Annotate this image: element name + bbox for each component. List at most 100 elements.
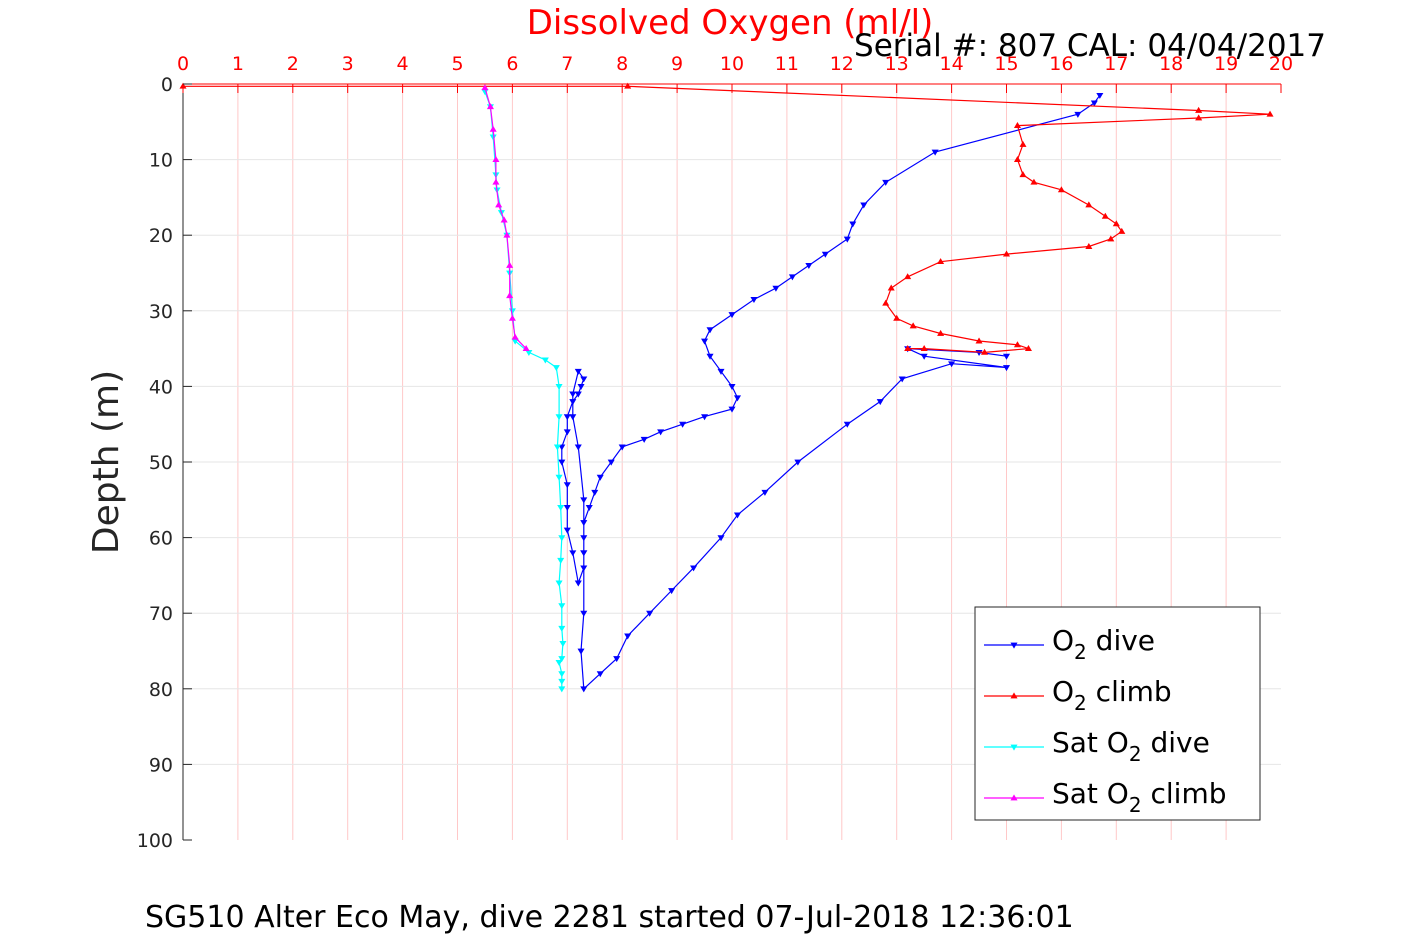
point-o2_climb	[1101, 212, 1109, 219]
y-tick-label: 80	[149, 679, 173, 701]
x-tick-label: 4	[397, 53, 409, 75]
point-o2_dive	[728, 312, 736, 319]
point-o2_climb	[1107, 235, 1115, 242]
chart-title: Dissolved Oxygen (ml/l)	[527, 3, 934, 43]
point-sat_dive	[555, 580, 563, 587]
point-o2_dive	[580, 565, 588, 572]
point-o2_dive	[580, 686, 588, 693]
point-sat_dive	[558, 603, 566, 610]
x-tick-label: 1	[232, 53, 244, 75]
point-o2_dive	[701, 338, 709, 345]
point-sat_climb	[481, 84, 489, 91]
legend-label-sat_climb: Sat O2 climb	[1052, 777, 1227, 817]
point-sat_climb	[492, 178, 500, 185]
point-sat_dive	[558, 686, 566, 693]
point-o2_climb	[1195, 114, 1203, 121]
x-tick-label: 5	[451, 53, 463, 75]
point-sat_dive	[555, 474, 563, 481]
point-sat_dive	[558, 671, 566, 678]
point-o2_climb	[1024, 345, 1032, 352]
point-o2_dive	[805, 263, 813, 270]
point-o2_dive	[640, 436, 648, 443]
point-o2_dive	[596, 671, 604, 678]
point-o2_dive	[577, 383, 585, 390]
point-sat_climb	[489, 125, 497, 132]
point-o2_climb	[882, 299, 890, 306]
x-tick-label: 2	[287, 53, 299, 75]
point-o2_dive	[569, 391, 577, 398]
x-tick-label: 9	[671, 53, 683, 75]
y-tick-label: 0	[161, 74, 173, 96]
point-sat_climb	[500, 216, 508, 223]
point-sat_dive	[557, 557, 565, 564]
legend-box	[974, 606, 1261, 821]
legend-marker-o2_climb	[1010, 692, 1018, 699]
point-o2_climb	[1013, 121, 1022, 128]
point-o2_dive	[898, 376, 906, 383]
point-o2_dive	[679, 421, 687, 428]
point-o2_dive	[574, 444, 582, 451]
point-o2_climb	[937, 329, 945, 336]
point-o2_climb	[1085, 242, 1093, 249]
point-sat_dive	[541, 357, 549, 364]
point-sat_climb	[522, 345, 530, 352]
y-tick-label: 100	[137, 830, 173, 852]
point-sat_dive	[558, 535, 566, 542]
point-o2_dive	[563, 527, 571, 534]
legend-label-o2_dive: O2 dive	[1052, 624, 1155, 664]
x-tick-label: 16	[1049, 53, 1073, 75]
point-o2_climb	[904, 273, 912, 280]
point-sat_climb	[492, 156, 500, 162]
x-tick-label: 18	[1159, 53, 1183, 75]
point-o2_dive	[788, 274, 796, 281]
y-tick-label: 90	[149, 754, 173, 776]
point-sat_climb	[486, 103, 494, 110]
point-o2_dive	[563, 482, 571, 489]
point-o2_climb	[920, 345, 928, 352]
point-o2_dive	[577, 648, 585, 655]
point-o2_dive	[1090, 100, 1098, 107]
point-o2_dive	[948, 361, 956, 368]
y-axis-label: Depth (m)	[86, 370, 127, 554]
y-tick-label: 60	[149, 528, 173, 550]
point-o2_dive	[882, 179, 890, 186]
point-o2_climb	[904, 345, 912, 352]
point-o2_climb	[1002, 250, 1011, 257]
point-o2_dive	[876, 399, 884, 406]
point-o2_dive	[717, 535, 725, 542]
point-sat_dive	[553, 444, 561, 451]
point-o2_dive	[607, 459, 615, 466]
x-tick-label: 20	[1269, 53, 1293, 75]
point-o2_climb	[975, 337, 983, 344]
point-o2_dive	[580, 497, 588, 504]
series-o2_dive	[558, 92, 1104, 693]
point-sat_dive	[552, 365, 560, 372]
point-o2_dive	[569, 399, 577, 406]
point-o2_dive	[580, 535, 588, 542]
series-line-sat_climb	[484, 87, 527, 350]
point-o2_dive	[1074, 111, 1082, 118]
point-sat_climb	[506, 261, 514, 268]
point-o2_climb	[1013, 156, 1022, 162]
point-sat_dive	[558, 678, 566, 685]
legend-label-o2_climb: O2 climb	[1052, 675, 1172, 715]
point-o2_climb	[624, 82, 632, 89]
x-tick-label: 12	[830, 53, 854, 75]
point-o2_dive	[761, 489, 769, 496]
point-o2_dive	[574, 368, 582, 375]
point-o2_dive	[706, 353, 714, 360]
point-o2_dive	[596, 474, 604, 481]
point-o2_dive	[920, 353, 928, 360]
point-o2_dive	[574, 580, 582, 587]
x-tick-label: 13	[885, 53, 909, 75]
point-o2_dive	[733, 512, 742, 519]
point-o2_dive	[563, 429, 571, 436]
point-o2_dive	[701, 414, 709, 421]
point-o2_dive	[580, 376, 588, 383]
point-sat_dive	[557, 504, 565, 511]
x-tick-label: 14	[940, 53, 964, 75]
y-tick-label: 10	[149, 150, 173, 172]
x-tick-label: 3	[342, 53, 354, 75]
point-o2_climb	[893, 314, 901, 321]
point-sat_dive	[555, 414, 563, 421]
